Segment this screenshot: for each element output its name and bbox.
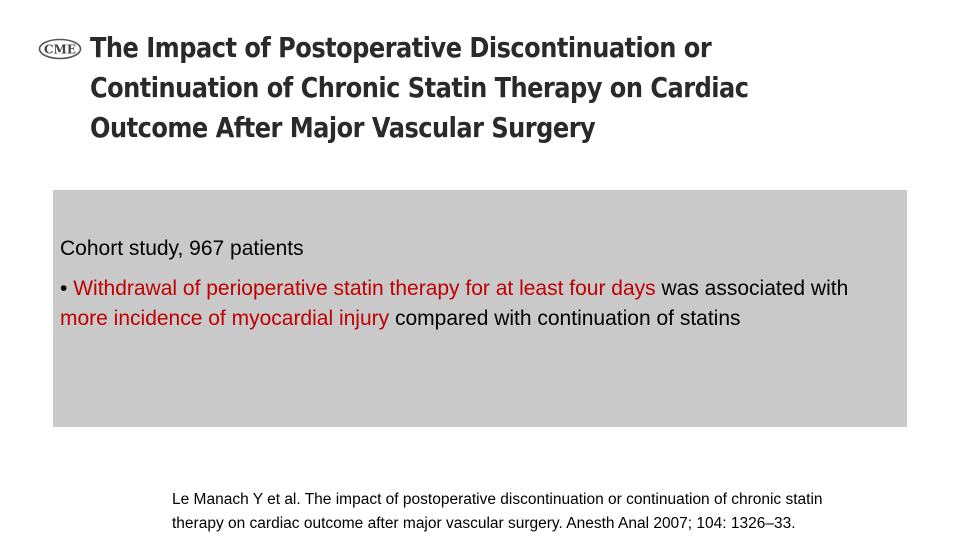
title-line-2: Continuation of Chronic Statin Therapy o…: [90, 71, 749, 104]
content-box: [53, 190, 907, 427]
title-line-3: Outcome After Major Vascular Surgery: [90, 111, 596, 144]
highlight-withdrawal: Withdrawal of perioperative statin thera…: [73, 277, 656, 300]
bullet-char: •: [60, 277, 68, 300]
cme-logo-icon: CME: [38, 38, 82, 60]
bullet-text-1: was associated with: [661, 277, 849, 300]
citation-line-1: Le Manach Y et al. The impact of postope…: [172, 491, 823, 508]
citation: Le Manach Y et al. The impact of postope…: [172, 488, 957, 536]
study-line: Cohort study, 967 patients: [60, 237, 304, 260]
cme-logo-text: CME: [44, 43, 76, 57]
highlight-myocardial-injury: more incidence of myocardial injury: [60, 307, 390, 330]
page-title: The Impact of Postoperative Discontinuat…: [90, 28, 749, 148]
bullet-point: • Withdrawal of perioperative statin the…: [60, 274, 890, 334]
bullet-text-2: compared with continuation of statins: [394, 307, 741, 330]
title-line-1: The Impact of Postoperative Discontinuat…: [90, 31, 712, 64]
content-text: Cohort study, 967 patients • Withdrawal …: [60, 234, 890, 334]
citation-line-2: therapy on cardiac outcome after major v…: [172, 515, 796, 532]
